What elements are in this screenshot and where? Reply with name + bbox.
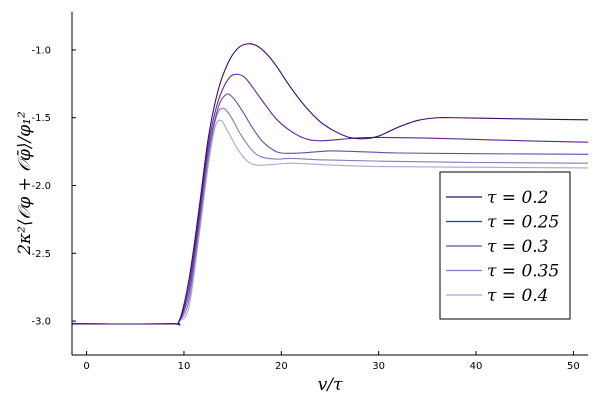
y-tick-label: -1.0	[31, 45, 51, 56]
series-line-3	[71, 107, 589, 325]
series-line-1	[71, 73, 589, 326]
legend-label-0: τ = 0.2	[487, 188, 549, 208]
x-axis-title: v/τ	[318, 375, 343, 395]
y-axis-title: 2κ²⟨𝒪φ + 𝒪φ̄⟩/φ₁²	[15, 111, 35, 256]
x-tick-label: 0	[83, 361, 89, 372]
x-tick-label: 30	[372, 361, 385, 372]
y-tick-label: -2.0	[31, 181, 51, 192]
legend: τ = 0.2 τ = 0.25 τ = 0.3 τ = 0.35 τ = 0.4	[439, 171, 571, 320]
y-ticks: -3.0 -2.5 -2.0 -1.5 -1.0	[31, 45, 76, 328]
legend-label-1: τ = 0.25	[487, 213, 559, 233]
legend-label-4: τ = 0.4	[487, 286, 549, 306]
x-tick-label: 40	[470, 361, 483, 372]
legend-items: τ = 0.2 τ = 0.25 τ = 0.3 τ = 0.35 τ = 0.4	[446, 188, 559, 306]
y-tick-label: -3.0	[31, 317, 51, 328]
x-tick-label: 20	[275, 361, 288, 372]
x-tick-label: 10	[178, 361, 191, 372]
plot-lines	[71, 43, 589, 326]
series-line-0	[71, 43, 589, 326]
legend-label-3: τ = 0.35	[487, 262, 559, 282]
series-line-2	[71, 93, 589, 325]
y-tick-label: -2.5	[31, 249, 51, 260]
y-tick-label: -1.5	[31, 113, 51, 124]
legend-label-2: τ = 0.3	[487, 237, 549, 257]
x-tick-label: 50	[567, 361, 580, 372]
x-ticks: 0 10 20 30 40 50	[83, 351, 580, 372]
series-line-4	[71, 119, 589, 325]
